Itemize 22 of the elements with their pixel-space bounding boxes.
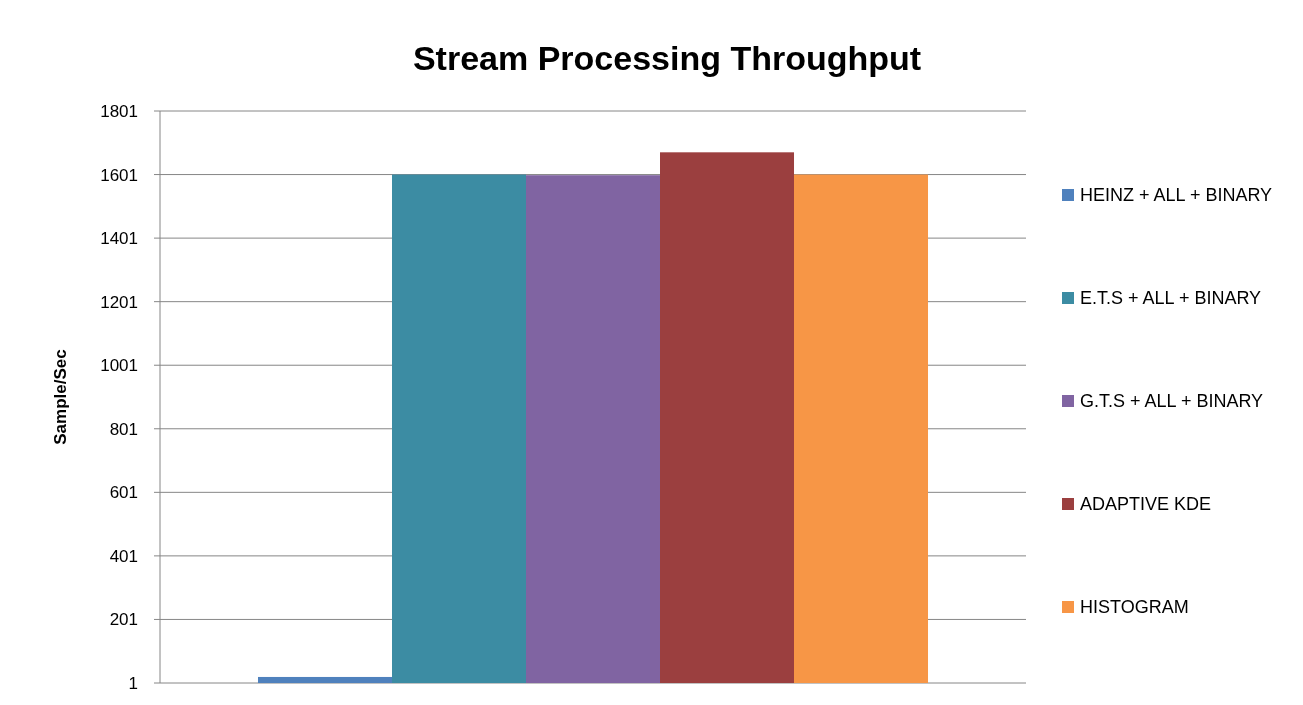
y-tick-label: 1601 <box>100 165 138 185</box>
y-tick-label: 1201 <box>100 292 138 312</box>
bar <box>526 175 660 683</box>
y-tick-label: 1001 <box>100 356 138 376</box>
legend-label: E.T.S + ALL + BINARY <box>1080 288 1262 309</box>
y-tick-label: 1 <box>128 673 138 693</box>
legend-label: ADAPTIVE KDE <box>1080 494 1212 515</box>
y-tick-label: 1801 <box>100 101 138 121</box>
legend-label: G.T.S + ALL + BINARY <box>1080 391 1264 412</box>
legend-label: HISTOGRAM <box>1080 597 1189 618</box>
bar <box>257 676 392 683</box>
bar <box>391 174 526 683</box>
bar <box>794 174 929 683</box>
chart-title: Stream Processing Throughput <box>412 39 922 77</box>
y-tick-label: 1401 <box>100 229 138 249</box>
y-axis-title: Sample/Sec <box>51 349 70 445</box>
y-tick-label: 801 <box>109 419 138 439</box>
y-tick-label: 601 <box>109 483 138 503</box>
y-tick-label: 401 <box>109 546 138 566</box>
y-tick-label: 201 <box>109 610 138 630</box>
legend-label: HEINZ + ALL + BINARY <box>1080 185 1273 206</box>
bar <box>660 152 795 683</box>
